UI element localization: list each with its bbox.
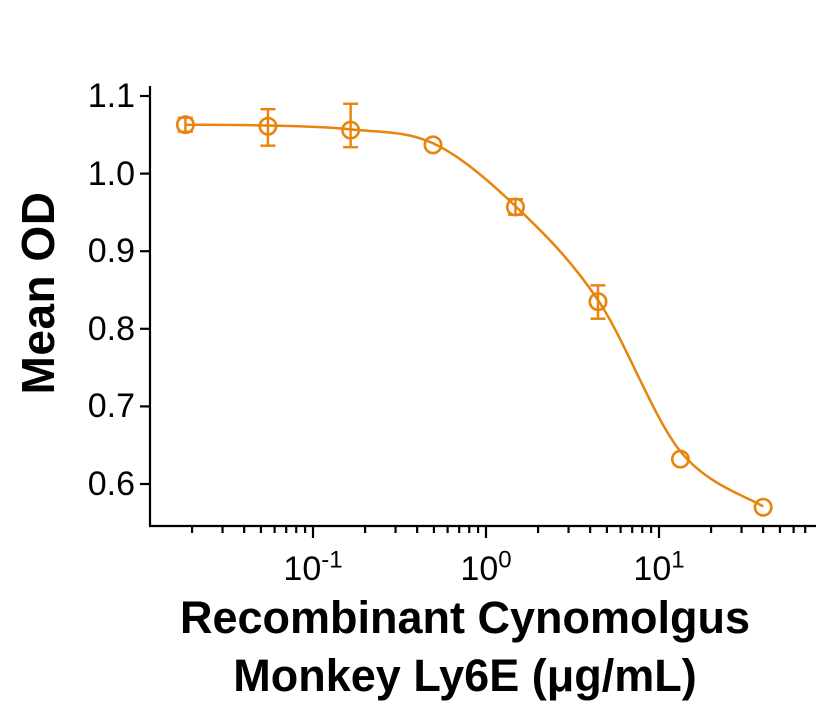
- y-axis-title: Mean OD: [12, 191, 64, 395]
- x-tick-label: 10-1: [283, 546, 343, 588]
- data-point-marker: [753, 497, 773, 517]
- fit-curve: [185, 123, 764, 508]
- y-tick-label: 1.1: [87, 77, 135, 115]
- y-tick-label: 0.8: [87, 309, 135, 348]
- y-tick-label: 0.7: [87, 387, 135, 426]
- x-axis-title-line1: Recombinant Cynomolgus: [179, 592, 751, 643]
- y-tick-label: 0.6: [87, 465, 135, 503]
- x-tick-label: 100: [460, 546, 512, 588]
- y-tick-label: 1.0: [87, 154, 135, 193]
- data-point-marker: [175, 115, 195, 135]
- x-tick-label: 101: [633, 546, 685, 588]
- data-point-marker: [670, 449, 690, 469]
- data-point-marker: [341, 120, 361, 140]
- y-tick-label: 0.9: [87, 232, 135, 271]
- data-point-marker: [258, 116, 278, 136]
- data-point-marker: [423, 135, 443, 155]
- data-point-marker: [588, 292, 608, 312]
- data-point-marker: [505, 197, 525, 217]
- x-axis-title-line2: Monkey Ly6E (μg/mL): [233, 650, 697, 701]
